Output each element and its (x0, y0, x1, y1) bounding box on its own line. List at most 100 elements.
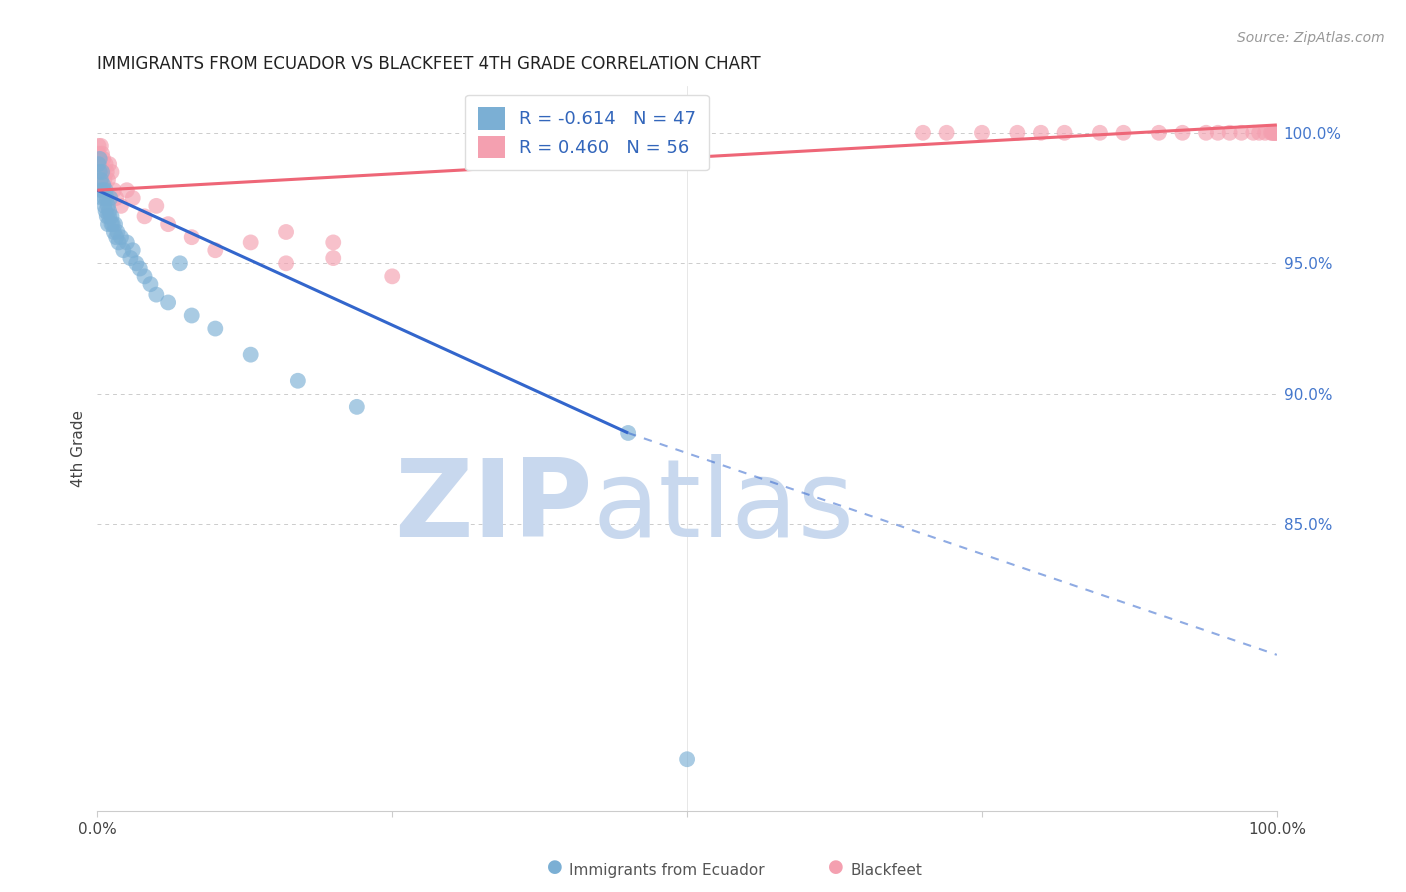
Point (617, 425, 640, 440)
Point (97, 173, 120, 187)
Text: IMMIGRANTS FROM ECUADOR VS BLACKFEET 4TH GRADE CORRELATION CHART: IMMIGRANTS FROM ECUADOR VS BLACKFEET 4TH… (97, 55, 761, 73)
Text: Source: ZipAtlas.com: Source: ZipAtlas.com (1237, 31, 1385, 45)
Point (1261, 126, 1284, 140)
Point (1249, 126, 1271, 140)
Point (1112, 126, 1135, 140)
Point (93, 191, 115, 205)
Point (115, 183, 138, 197)
Point (94, 157, 117, 171)
Point (91, 152, 114, 166)
Point (1254, 126, 1277, 140)
Point (935, 126, 957, 140)
Point (121, 191, 143, 205)
Point (139, 277, 162, 292)
Point (89, 165, 111, 179)
Text: Blackfeet: Blackfeet (851, 863, 922, 878)
Point (121, 244, 143, 258)
Point (105, 191, 128, 205)
Point (90, 165, 112, 179)
Point (90, 183, 112, 197)
Point (204, 321, 226, 335)
Point (1195, 126, 1218, 140)
Point (1171, 126, 1194, 140)
Point (157, 217, 180, 231)
Point (1206, 126, 1229, 140)
Point (1007, 126, 1029, 140)
Point (1264, 126, 1286, 140)
Point (115, 235, 138, 250)
Point (100, 210, 122, 224)
Point (970, 126, 993, 140)
Point (346, 400, 368, 414)
Point (145, 287, 167, 301)
Point (287, 374, 309, 388)
Point (100, 217, 122, 231)
Point (180, 309, 202, 323)
Point (89, 157, 111, 171)
Point (94, 204, 117, 219)
Point (1265, 126, 1288, 140)
Text: Immigrants from Ecuador: Immigrants from Ecuador (569, 863, 765, 878)
Point (91, 183, 114, 197)
Point (105, 230, 128, 244)
Text: ZIP: ZIP (394, 454, 593, 559)
Point (98, 210, 121, 224)
Point (87, 138, 110, 153)
Point (1053, 126, 1076, 140)
Point (94, 183, 117, 197)
Point (93, 199, 115, 213)
Point (97, 217, 120, 231)
Point (1147, 126, 1170, 140)
Point (107, 235, 129, 250)
Point (91, 191, 114, 205)
Point (91, 178, 114, 192)
Point (110, 230, 132, 244)
Point (90, 173, 112, 187)
Point (157, 295, 180, 310)
Point (169, 256, 191, 270)
Point (180, 230, 202, 244)
Point (87, 157, 110, 171)
Point (676, 752, 699, 766)
Point (239, 348, 262, 362)
Point (125, 256, 148, 270)
Point (128, 261, 150, 276)
Point (91, 165, 114, 179)
Point (98, 191, 121, 205)
Point (1263, 126, 1285, 140)
Text: ●: ● (828, 858, 844, 876)
Point (101, 217, 124, 231)
Point (91, 146, 114, 161)
Text: ●: ● (547, 858, 562, 876)
Point (91, 178, 114, 192)
Point (1088, 126, 1111, 140)
Y-axis label: 4th Grade: 4th Grade (72, 410, 86, 487)
Point (145, 199, 167, 213)
Point (1260, 126, 1282, 140)
Point (96, 210, 118, 224)
Point (1230, 126, 1253, 140)
Point (104, 217, 127, 231)
Point (1263, 126, 1285, 140)
Point (112, 244, 135, 258)
Point (322, 251, 344, 265)
Point (911, 126, 934, 140)
Point (204, 244, 226, 258)
Point (1241, 126, 1264, 140)
Point (100, 165, 122, 179)
Legend: R = -0.614   N = 47, R = 0.460   N = 56: R = -0.614 N = 47, R = 0.460 N = 56 (465, 95, 709, 170)
Point (96, 165, 118, 179)
Point (91, 165, 114, 179)
Point (134, 269, 156, 284)
Point (87, 146, 110, 161)
Point (89, 152, 111, 166)
Point (381, 269, 404, 284)
Point (1264, 126, 1286, 140)
Point (98, 157, 121, 171)
Point (93, 173, 115, 187)
Point (89, 152, 111, 166)
Point (96, 191, 118, 205)
Point (322, 235, 344, 250)
Point (239, 235, 262, 250)
Point (103, 225, 125, 239)
